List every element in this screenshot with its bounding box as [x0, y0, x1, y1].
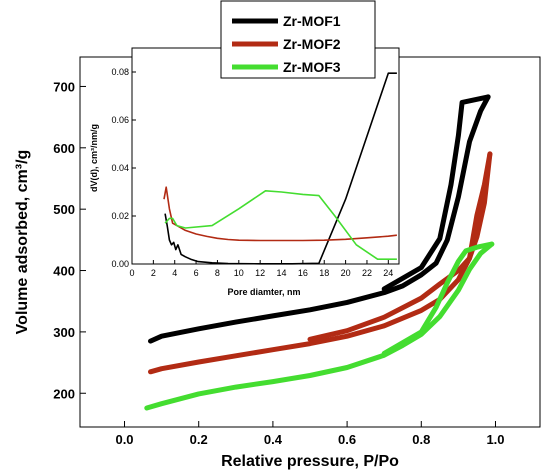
main-series — [144, 94, 495, 411]
inset-x-tick-label: 16 — [298, 268, 308, 278]
inset-axes: 0 2 4 6 8 10 12 14 16 18 20 22 240.000.020.040.060.0… — [111, 67, 393, 278]
main-x-tick-label: 0.4 — [264, 432, 283, 447]
inset-x-tick-label: 12 — [255, 268, 265, 278]
main-x-tick-label: 0.8 — [412, 432, 430, 447]
inset-x-tick-label: 14 — [277, 268, 287, 278]
inset-background — [132, 48, 399, 264]
zr-mof2-legend-label: Zr-MOF2 — [283, 36, 341, 52]
zr-mof1-pore-distribution-line — [164, 72, 397, 265]
inset-x-tick-label: 0 — [129, 268, 134, 278]
inset-y-tick-label: 0.08 — [111, 67, 129, 77]
main-x-axis-title: Relative pressure, P/Po — [221, 453, 399, 470]
main-y-tick-label: 700 — [53, 79, 75, 94]
main-y-axis-title: Volume adsorbed, cm³/g — [14, 150, 31, 335]
zr-mof2-pore-distribution-line — [163, 186, 397, 242]
zr-mof3-legend-label: Zr-MOF3 — [283, 59, 341, 75]
inset-x-tick-label: 6 — [194, 268, 199, 278]
zr-mof3-desorption-line — [381, 241, 495, 356]
zr-mof1-adsorption-line — [148, 94, 491, 344]
main-y-tick-label: 500 — [53, 202, 75, 217]
inset-y-tick-label: 0.04 — [111, 163, 129, 173]
legend: Zr-MOF1 Zr-MOF2 Zr-MOF3 — [232, 13, 341, 75]
main-y-tick-label: 300 — [53, 325, 75, 340]
inset-x-tick-label: 8 — [215, 268, 220, 278]
inset-x-tick-label: 4 — [172, 268, 177, 278]
inset-y-tick-label: 0.00 — [111, 259, 129, 269]
inset-y-tick-label: 0.06 — [111, 115, 129, 125]
inset-x-tick-label: 22 — [362, 268, 372, 278]
inset-x-tick-label: 2 — [151, 268, 156, 278]
zr-mof3-pore-distribution-line — [164, 190, 397, 261]
inset-x-tick-label: 20 — [341, 268, 351, 278]
inset-x-tick-label: 10 — [234, 268, 244, 278]
main-x-tick-label: 0.2 — [190, 432, 208, 447]
inset-x-tick-label: 24 — [383, 268, 393, 278]
inset-x-axis-title: Pore diamter, nm — [227, 287, 300, 297]
inset-y-tick-label: 0.02 — [111, 211, 129, 221]
zr-mof1-desorption-line — [381, 94, 491, 292]
main-x-tick-label: 1.0 — [486, 432, 504, 447]
main-y-tick-label: 200 — [53, 386, 75, 401]
main-y-tick-label: 600 — [53, 141, 75, 156]
main-x-tick-label: 0.0 — [115, 432, 133, 447]
inset-y-axis-title: dV(d), cm³/nm/g — [89, 124, 99, 192]
zr-mof1-legend-label: Zr-MOF1 — [283, 13, 341, 29]
inset-series — [163, 72, 397, 265]
main-y-tick-label: 400 — [53, 264, 75, 279]
main-x-tick-label: 0.6 — [338, 432, 356, 447]
inset-x-tick-label: 18 — [319, 268, 329, 278]
